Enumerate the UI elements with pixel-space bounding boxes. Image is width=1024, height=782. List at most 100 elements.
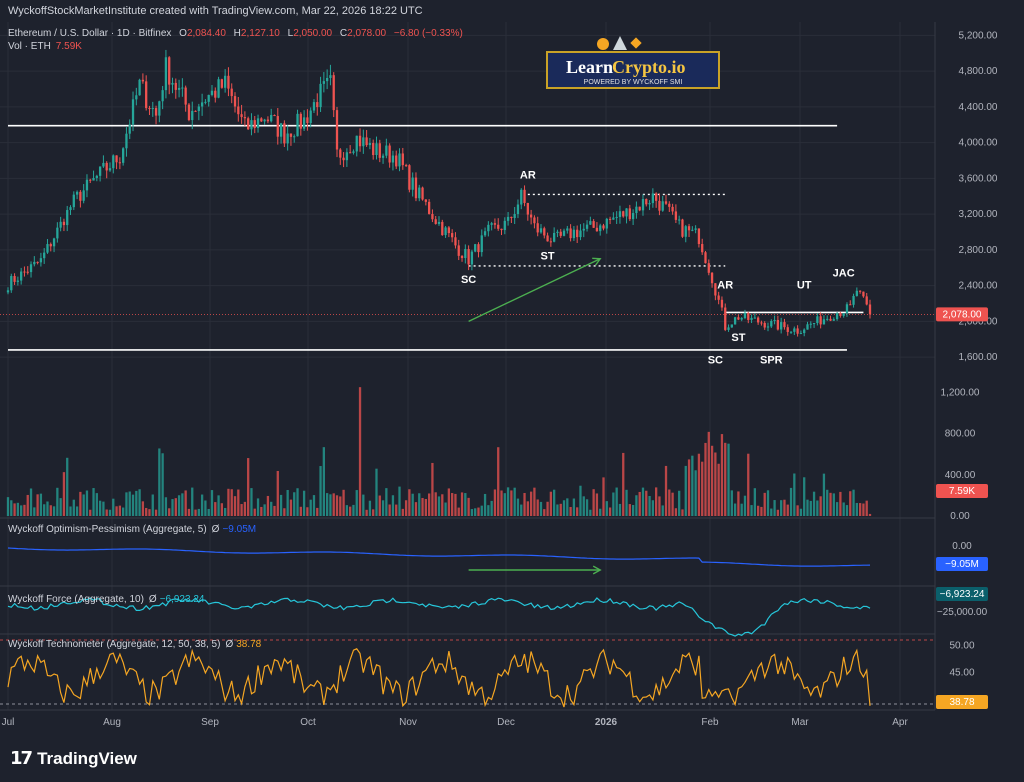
price-axis[interactable]: 5,200.00 4,800.00 4,400.00 4,000.00 3,600.00… xyxy=(959,30,998,363)
candle-body xyxy=(102,162,105,167)
volume-bar xyxy=(197,508,200,516)
candle-body xyxy=(375,143,378,156)
volume-bar xyxy=(576,507,579,516)
volume-bar xyxy=(131,494,135,516)
volume-bar xyxy=(293,492,296,516)
volume-bar xyxy=(737,491,740,516)
volume-bar xyxy=(279,494,283,516)
candle-body xyxy=(720,299,724,308)
candle-body xyxy=(592,221,595,228)
candle-body xyxy=(391,155,395,163)
candle-body xyxy=(529,214,533,218)
volume-bar xyxy=(763,492,766,516)
candle-body xyxy=(799,333,803,335)
tradingview-logo[interactable]: 17 TradingView xyxy=(10,748,137,769)
candle-body xyxy=(842,313,845,316)
volume-bar xyxy=(335,495,339,516)
volume-bar xyxy=(62,472,66,516)
volume-bar xyxy=(154,509,158,516)
volume-bar xyxy=(727,443,730,516)
candle-body xyxy=(763,322,766,328)
volume-bar xyxy=(128,491,131,516)
volume-bar xyxy=(868,513,872,516)
volume-bar xyxy=(806,499,809,516)
volume-bar xyxy=(457,507,460,516)
candle-body xyxy=(812,323,816,325)
volume-bar xyxy=(467,497,470,516)
candle-body xyxy=(283,123,286,144)
candle-body xyxy=(289,133,293,137)
wyckoff-label: SC xyxy=(708,354,723,366)
candle-body xyxy=(697,228,701,245)
candle-body xyxy=(500,228,503,231)
candle-body xyxy=(240,114,243,118)
volume-bar xyxy=(855,502,858,516)
candle-body xyxy=(306,117,309,124)
volume-tick: 1,200.00 xyxy=(941,387,980,398)
candle-body xyxy=(520,189,523,205)
volume-bar xyxy=(138,489,141,516)
candle-body xyxy=(707,263,710,273)
volume-bar xyxy=(506,487,510,516)
candle-body xyxy=(296,113,299,137)
chart-svg[interactable]: AR SC ST AR ST SC SPR UT JAC Ethereum / U.S. Dol… xyxy=(0,22,1024,738)
volume-bar xyxy=(427,493,431,516)
candle-body xyxy=(480,235,483,253)
price-tick: 4,000.00 xyxy=(959,138,998,149)
volume-bar xyxy=(579,485,582,516)
volume-bar xyxy=(681,509,684,516)
candle-body xyxy=(85,179,89,191)
candle-body xyxy=(398,153,401,167)
candle-body xyxy=(536,223,539,233)
volume-bar xyxy=(753,488,756,516)
volume-bar xyxy=(414,502,418,516)
candle-body xyxy=(125,133,128,149)
candle-body xyxy=(302,117,306,129)
candle-body xyxy=(849,304,852,306)
volume-bar xyxy=(710,445,714,516)
candle-body xyxy=(737,317,740,320)
candle-body xyxy=(414,177,418,199)
candle-body xyxy=(154,108,158,116)
volume-bar xyxy=(464,493,467,516)
volume-bar xyxy=(95,493,98,516)
candle-body xyxy=(612,217,615,220)
volume-bar xyxy=(230,489,233,516)
candle-body xyxy=(654,193,658,201)
candle-body xyxy=(687,226,691,231)
candle-body xyxy=(661,201,664,211)
force-line xyxy=(7,597,871,637)
candle-body xyxy=(66,210,69,226)
candle-body xyxy=(806,324,809,330)
volume-bar xyxy=(793,473,796,516)
volume-bar xyxy=(112,498,115,516)
volume-bar xyxy=(756,505,760,516)
price-tick: 4,800.00 xyxy=(959,66,998,77)
candle-body xyxy=(194,110,197,112)
candle-body xyxy=(349,152,352,154)
volume-bar xyxy=(98,500,102,516)
candle-body xyxy=(316,102,319,108)
volume-bar xyxy=(263,504,266,516)
value-badge-text: 7.59K xyxy=(949,486,975,497)
price-tick: 2,000.00 xyxy=(959,316,998,327)
volume-bar xyxy=(273,505,276,516)
candle-body xyxy=(220,79,224,88)
volume-bar xyxy=(750,505,753,516)
volume-bar xyxy=(500,490,503,516)
candle-body xyxy=(148,108,151,110)
volume-bar xyxy=(625,489,628,516)
volume-bar xyxy=(585,499,589,516)
time-axis[interactable]: Jul Aug Sep Oct Nov Dec 2026 Feb Mar Apr xyxy=(2,717,909,728)
candle-body xyxy=(141,79,145,82)
candle-body xyxy=(618,211,622,217)
candle-body xyxy=(20,271,23,281)
candle-body xyxy=(332,75,335,111)
candle-body xyxy=(128,124,131,134)
volume-bar xyxy=(43,504,46,516)
candle-body xyxy=(648,203,651,205)
volume-bar xyxy=(46,501,49,516)
volume-bar xyxy=(858,503,862,516)
volume-bar xyxy=(69,506,72,516)
volume-bar xyxy=(497,447,500,516)
